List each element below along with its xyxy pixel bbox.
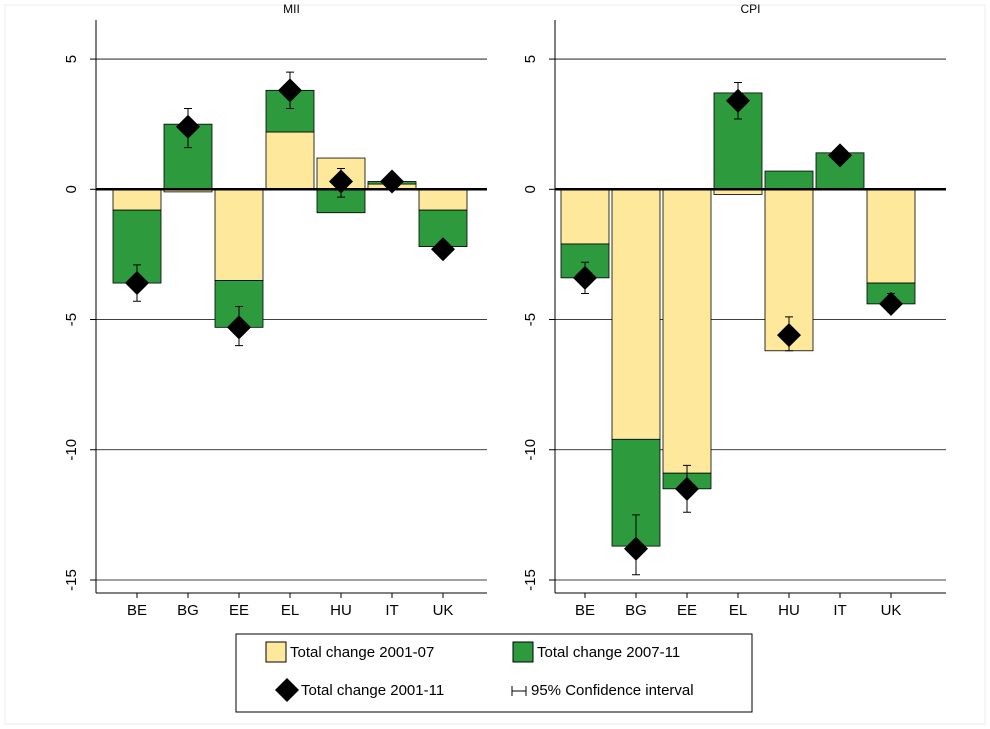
diamond-marker xyxy=(675,476,699,501)
bar-segment xyxy=(418,188,468,211)
y-tick-label: -10 xyxy=(522,439,539,461)
legend-swatch xyxy=(265,641,287,663)
panel-title: CPI xyxy=(740,2,760,16)
legend-swatch xyxy=(512,641,534,663)
diamond-marker xyxy=(573,265,597,290)
diamond-marker xyxy=(879,291,903,316)
bar-segment xyxy=(265,131,315,190)
y-tick-label: 0 xyxy=(522,185,539,193)
diamond-marker xyxy=(828,143,852,168)
bar-segment xyxy=(214,188,264,281)
bar-segment xyxy=(764,170,814,190)
x-tick-label: IT xyxy=(833,602,846,619)
diamond-marker xyxy=(125,271,149,296)
y-tick-label: -5 xyxy=(63,313,80,326)
x-tick-label: EE xyxy=(229,602,249,619)
legend-label: Total change 2007-11 xyxy=(537,644,680,661)
x-tick-label: EL xyxy=(729,602,747,619)
legend-label: 95% Confidence interval xyxy=(531,682,694,699)
legend-label: Total change 2001-07 xyxy=(290,644,434,661)
x-tick-label: UK xyxy=(881,602,902,619)
x-tick-label: BE xyxy=(127,602,147,619)
diamond-marker xyxy=(329,169,353,194)
diamond-marker xyxy=(227,315,251,340)
legend-label: Total change 2001-11 xyxy=(301,682,444,699)
x-tick-label: UK xyxy=(433,602,454,619)
x-tick-label: EL xyxy=(281,602,299,619)
x-tick-label: HU xyxy=(778,602,800,619)
legend-box xyxy=(235,633,753,713)
y-tick-label: 0 xyxy=(63,185,80,193)
diamond-marker xyxy=(777,323,801,348)
diamond-marker xyxy=(726,88,750,113)
panel-title: MII xyxy=(283,2,300,16)
legend-marker xyxy=(275,678,299,702)
frame xyxy=(4,4,986,725)
diamond-marker xyxy=(431,237,455,262)
x-tick-label: BG xyxy=(625,602,647,619)
diamond-marker xyxy=(380,169,404,194)
x-tick-label: HU xyxy=(330,602,352,619)
x-tick-label: BE xyxy=(575,602,595,619)
y-tick-label: -10 xyxy=(63,439,80,461)
diamond-marker xyxy=(176,114,200,139)
bar-segment xyxy=(560,188,610,245)
bar-segment xyxy=(662,188,712,474)
legend: Total change 2001-07 Total change 2007-1… xyxy=(235,633,753,713)
diamond-marker xyxy=(624,536,648,561)
bar-segment xyxy=(611,188,661,440)
x-tick-label: EE xyxy=(677,602,697,619)
y-tick-label: -5 xyxy=(522,313,539,326)
x-tick-label: BG xyxy=(177,602,199,619)
y-tick-label: 5 xyxy=(522,55,539,63)
y-tick-label: -15 xyxy=(522,569,539,591)
bar-segment xyxy=(866,188,916,284)
y-tick-label: -15 xyxy=(63,569,80,591)
bar-segment xyxy=(112,188,162,211)
diamond-marker xyxy=(278,78,302,103)
y-tick-label: 5 xyxy=(63,55,80,63)
x-tick-label: IT xyxy=(385,602,398,619)
legend-ci xyxy=(511,686,527,696)
